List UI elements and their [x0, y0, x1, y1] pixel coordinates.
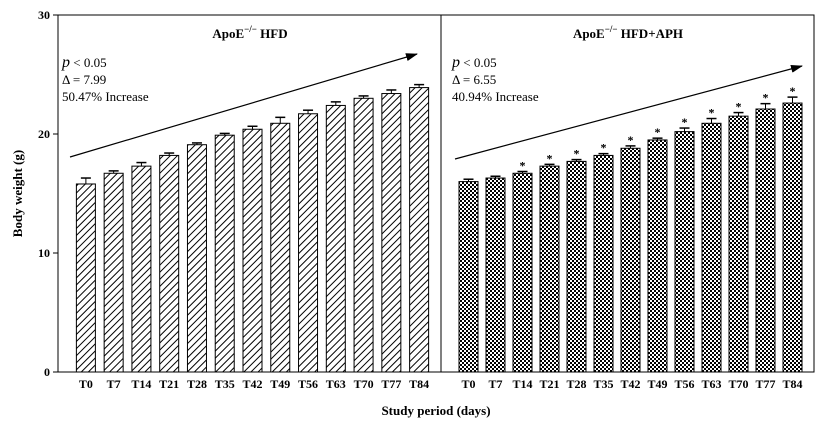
x-tick-label: T21 — [539, 377, 559, 391]
x-axis-label: Study period (days) — [381, 403, 490, 418]
y-axis: 0 10 20 30 — [38, 8, 58, 379]
x-tick-label: T70 — [728, 377, 748, 391]
panel-title: ApoE−/− HFD+APH — [573, 24, 683, 41]
x-tick-label: T84 — [782, 377, 802, 391]
bar — [512, 172, 533, 373]
plot-frame — [57, 14, 815, 373]
x-tick-label: T14 — [131, 377, 151, 391]
bar — [103, 172, 124, 373]
x-tick-label: T49 — [270, 377, 290, 391]
x-tick-label: T42 — [242, 377, 262, 391]
significance-marker: * — [709, 106, 715, 120]
x-tick-label: T7 — [488, 377, 502, 391]
x-tick-label: T14 — [512, 377, 532, 391]
x-tick-label: T70 — [354, 377, 374, 391]
bar — [566, 160, 587, 373]
bar — [647, 139, 668, 373]
x-tick-label: T77 — [755, 377, 775, 391]
x-tick-label: T21 — [159, 377, 179, 391]
x-tick-label: T63 — [326, 377, 346, 391]
bar — [620, 147, 641, 373]
chart-panels: T0 T7 T14 T21 T28 T35 T42 T49 T56 T63 T70 T77 T84 Apo… — [61, 24, 803, 391]
bar — [593, 154, 614, 373]
y-tick-label: 10 — [38, 246, 50, 260]
significance-marker: * — [736, 100, 742, 114]
x-tick-label: T28 — [566, 377, 586, 391]
significance-marker: * — [547, 151, 553, 165]
bar — [242, 128, 263, 373]
x-tick-label: T0 — [79, 377, 93, 391]
increase-text: 50.47% Increase — [62, 89, 149, 104]
x-tick-label: T0 — [461, 377, 475, 391]
p-value-text: p < 0.05 — [61, 54, 107, 71]
trend-arrow — [69, 53, 418, 158]
significance-marker: * — [601, 141, 607, 155]
panel-2: T0 T7 * T14 * T21 * T28 * T35 * T42 * T49 * T56 * T63 * T70… — [451, 24, 803, 391]
x-tick-label: T56 — [674, 377, 694, 391]
bar — [325, 104, 346, 373]
y-axis-label: Body weight (g) — [10, 150, 25, 237]
x-tick-label: T84 — [409, 377, 429, 391]
y-tick-label: 0 — [44, 365, 50, 379]
bar — [485, 177, 506, 373]
bar — [728, 115, 749, 373]
x-tick-label: T7 — [107, 377, 121, 391]
x-tick-label: T42 — [620, 377, 640, 391]
significance-marker: * — [790, 84, 796, 98]
significance-marker: * — [763, 91, 769, 105]
bar — [539, 165, 560, 373]
x-tick-label: T35 — [593, 377, 613, 391]
bar — [131, 165, 152, 373]
bar — [75, 183, 96, 373]
x-tick-label: T28 — [187, 377, 207, 391]
significance-marker: * — [682, 115, 688, 129]
delta-text: Δ = 7.99 — [62, 72, 106, 87]
bar — [270, 122, 291, 373]
bar — [755, 108, 776, 373]
bar — [701, 122, 722, 373]
panel-1: T0 T7 T14 T21 T28 T35 T42 T49 T56 T63 T70 T77 T84 Apo… — [61, 24, 429, 391]
bar — [214, 134, 235, 373]
bar — [186, 144, 207, 373]
delta-text: Δ = 6.55 — [452, 72, 496, 87]
y-tick-label: 30 — [38, 8, 50, 22]
p-value-text: p < 0.05 — [451, 54, 497, 71]
significance-marker: * — [574, 147, 580, 161]
bar — [674, 131, 695, 373]
x-tick-label: T63 — [701, 377, 721, 391]
bar — [458, 181, 479, 373]
bar — [409, 87, 430, 373]
bar — [782, 102, 803, 373]
bar — [298, 113, 319, 373]
increase-text: 40.94% Increase — [452, 89, 539, 104]
y-tick-label: 20 — [38, 127, 50, 141]
panel-title: ApoE−/− HFD — [212, 24, 287, 41]
plot-border — [57, 14, 815, 373]
significance-marker: * — [655, 125, 661, 139]
x-tick-label: T49 — [647, 377, 667, 391]
x-tick-label: T77 — [381, 377, 401, 391]
significance-marker: * — [628, 133, 634, 147]
bar — [381, 93, 402, 373]
x-tick-label: T35 — [215, 377, 235, 391]
x-tick-label: T56 — [298, 377, 318, 391]
bar — [159, 154, 180, 373]
bar — [353, 97, 374, 373]
significance-marker: * — [520, 158, 526, 172]
trend-arrow — [454, 64, 803, 160]
